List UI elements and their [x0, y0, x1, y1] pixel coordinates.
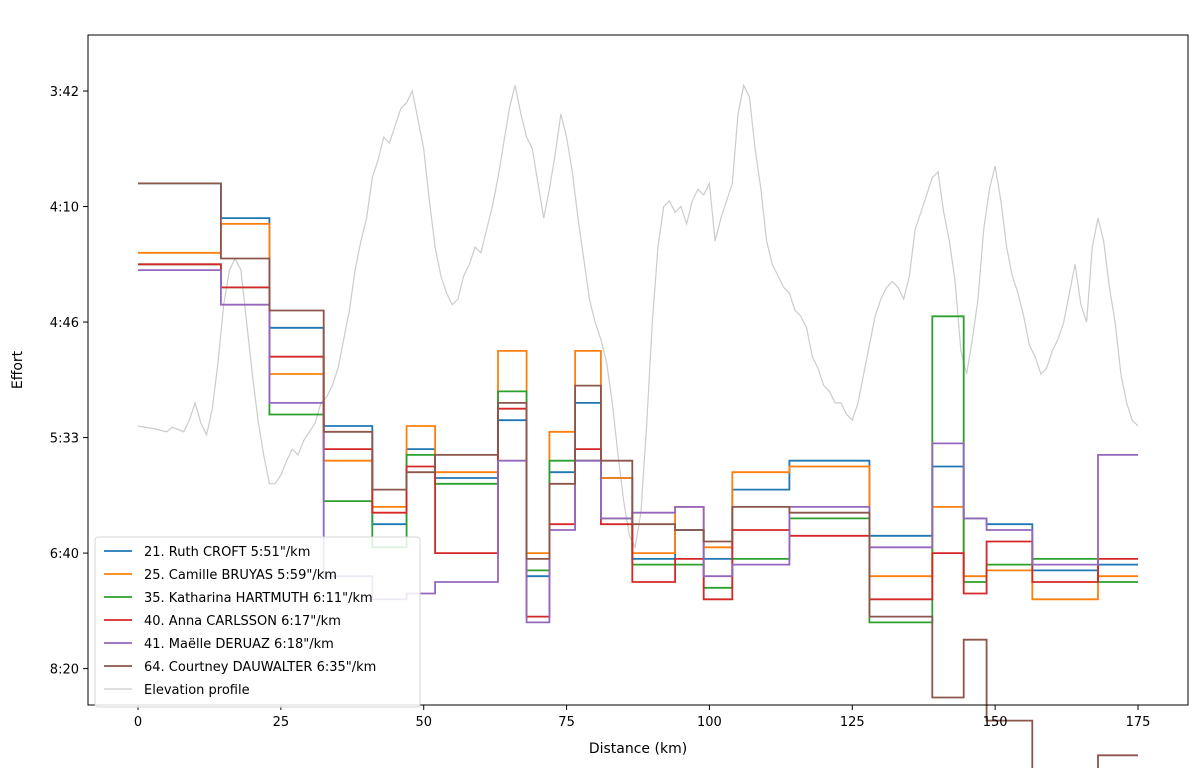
- y-tick-label: 4:10: [50, 201, 79, 216]
- legend-label: 35. Katharina HARTMUTH 6:11"/km: [144, 591, 373, 606]
- series-line-6: [138, 182, 1138, 768]
- x-tick-label: 0: [134, 715, 142, 730]
- y-tick-label: 3:42: [50, 85, 79, 100]
- series-layer: [138, 182, 1138, 768]
- y-tick-label: 4:46: [50, 316, 79, 331]
- legend-label: 21. Ruth CROFT 5:51"/km: [144, 545, 310, 560]
- x-tick-label: 175: [1126, 715, 1151, 730]
- y-tick-label: 6:40: [50, 547, 79, 562]
- legend-label: 41. Maëlle DERUAZ 6:18"/km: [144, 637, 334, 652]
- x-tick-label: 75: [558, 715, 575, 730]
- legend-label: 40. Anna CARLSSON 6:17"/km: [144, 614, 341, 629]
- x-axis-title: Distance (km): [589, 741, 687, 757]
- y-axis-title: Effort: [10, 350, 26, 389]
- x-tick-label: 25: [273, 715, 290, 730]
- plot-frame: [87, 34, 1189, 706]
- x-tick-label: 150: [983, 715, 1008, 730]
- legend-label: 64. Courtney DAUWALTER 6:35"/km: [144, 660, 376, 675]
- legend: 21. Ruth CROFT 5:51"/km 25. Camille BRUYA…: [94, 536, 421, 708]
- legend-box: [94, 536, 421, 708]
- legend-label: Elevation profile: [144, 683, 250, 698]
- legend-label: 25. Camille BRUYAS 5:59"/km: [144, 568, 337, 583]
- y-tick-label: 8:20: [50, 663, 79, 678]
- y-tick-label: 5:33: [50, 432, 79, 447]
- x-tick-label: 50: [415, 715, 432, 730]
- ticks-layer: 0 25 50 75 100 125 150 175 3:42 4:10 4:46 5:33 6:40 8…: [50, 85, 1151, 730]
- x-tick-label: 100: [697, 715, 722, 730]
- x-tick-label: 125: [840, 715, 865, 730]
